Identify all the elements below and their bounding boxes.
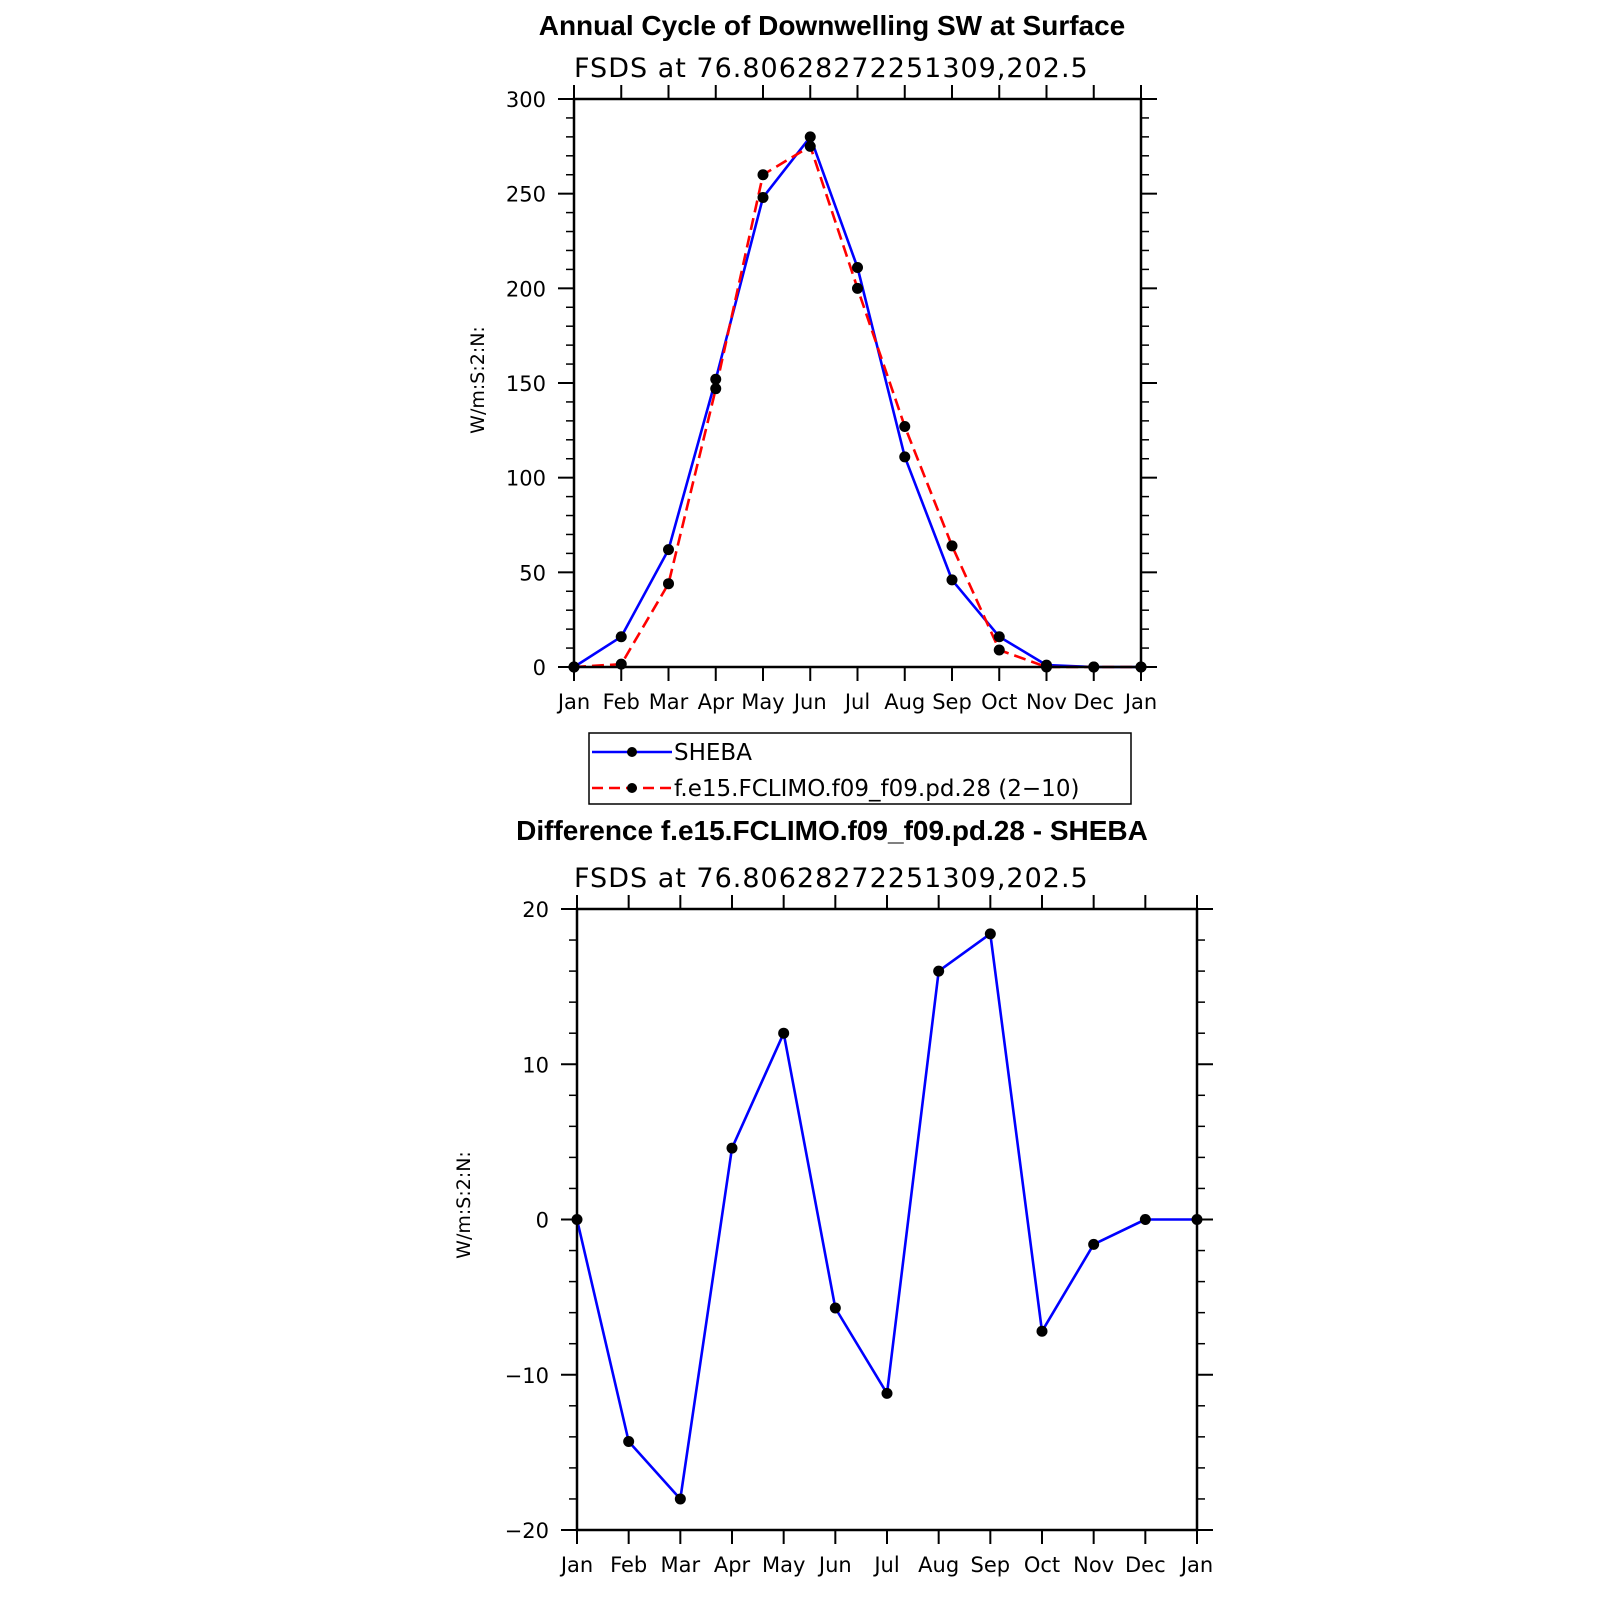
data-point xyxy=(946,540,958,552)
legend-label-sheba: SHEBA xyxy=(674,740,752,766)
y-tick-label: 0 xyxy=(533,656,546,680)
data-point xyxy=(1139,1214,1151,1225)
x-tick-label: Nov xyxy=(1026,690,1067,714)
plot-frame xyxy=(572,97,1143,669)
data-point xyxy=(1088,1238,1100,1250)
x-tick-label: Feb xyxy=(610,1553,647,1577)
data-point xyxy=(623,1436,635,1448)
data-point xyxy=(674,1493,686,1505)
x-tick-label: Sep xyxy=(971,1553,1011,1577)
x-tick-label: Apr xyxy=(714,1553,751,1577)
y-tick-label: 100 xyxy=(506,467,546,491)
chart-title: Annual Cycle of Downwelling SW at Surfac… xyxy=(539,10,1126,41)
y-tick-label: 200 xyxy=(506,277,546,301)
x-tick-label: Mar xyxy=(649,690,689,714)
x-tick-label: Nov xyxy=(1073,1553,1114,1577)
chart-title: Difference f.e15.FCLIMO.f09_f09.pd.28 - … xyxy=(516,815,1148,846)
y-axis-label: W/m:S:2:N: xyxy=(453,1151,475,1259)
x-tick-label: Sep xyxy=(932,690,972,714)
axis-ticks xyxy=(558,85,1157,681)
y-axis-label: W/m:S:2:N: xyxy=(467,326,489,434)
x-tick-label: Oct xyxy=(981,690,1017,714)
series-layer xyxy=(571,928,1203,1505)
data-point xyxy=(899,451,911,463)
legend-label-model: f.e15.FCLIMO.f09_f09.pd.28 (2−10) xyxy=(674,776,1079,802)
x-tick-labels: Jan Feb Mar Apr May Jun Jul Aug Sep Oct Nov Dec Jan xyxy=(556,690,1157,714)
x-tick-label: Oct xyxy=(1024,1553,1060,1577)
y-tick-label: −20 xyxy=(505,1519,549,1543)
data-point xyxy=(852,262,863,274)
data-point xyxy=(757,191,769,203)
y-tick-label: 50 xyxy=(519,561,546,585)
legend-box xyxy=(588,732,1132,805)
data-point xyxy=(984,928,996,940)
x-tick-label: Dec xyxy=(1125,1553,1166,1577)
series-line-0 xyxy=(575,932,1197,1501)
x-tick-label: Mar xyxy=(661,1553,701,1577)
y-tick-label: −10 xyxy=(505,1364,549,1388)
annual-cycle-panel: Annual Cycle of Downwelling SW at Surfac… xyxy=(467,10,1157,805)
axis-ticks xyxy=(561,895,1213,1544)
data-point xyxy=(1036,1325,1048,1337)
y-tick-label: 150 xyxy=(506,372,546,396)
data-point xyxy=(933,965,945,977)
data-point xyxy=(778,1027,790,1039)
x-tick-label: Aug xyxy=(884,690,925,714)
data-point xyxy=(852,282,863,294)
chart-subtitle: FSDS at 76.80628272251309,202.5 xyxy=(574,53,1089,84)
y-tick-label: 250 xyxy=(506,183,546,207)
x-tick-label: Jun xyxy=(792,690,827,714)
series-layer xyxy=(568,131,1147,673)
data-point xyxy=(881,1387,893,1399)
y-tick-labels: −20 −10 0 10 20 xyxy=(505,898,549,1543)
legend-marker-model xyxy=(627,783,637,793)
y-tick-label: 20 xyxy=(522,898,549,922)
series-line-1 xyxy=(573,145,1141,669)
difference-panel: Difference f.e15.FCLIMO.f09_f09.pd.28 - … xyxy=(453,815,1213,1577)
y-tick-label: 300 xyxy=(506,88,546,112)
data-point xyxy=(946,574,958,586)
x-tick-labels: Jan Feb Mar Apr May Jun Jul Aug Sep Oct Nov Dec Jan xyxy=(559,1553,1213,1577)
data-point xyxy=(804,131,816,143)
data-point xyxy=(663,578,674,590)
y-tick-label: 0 xyxy=(536,1209,549,1233)
data-point xyxy=(710,383,722,395)
x-tick-label: Jan xyxy=(1179,1553,1213,1577)
x-tick-label: Jan xyxy=(556,690,590,714)
x-tick-label: Apr xyxy=(698,690,735,714)
data-point xyxy=(899,421,911,433)
data-point xyxy=(710,373,722,385)
chart-subtitle: FSDS at 76.80628272251309,202.5 xyxy=(574,863,1089,894)
data-point xyxy=(615,631,627,643)
data-point xyxy=(829,1302,841,1314)
data-point xyxy=(726,1142,738,1154)
x-tick-label: May xyxy=(741,690,784,714)
x-tick-label: Feb xyxy=(603,690,640,714)
legend-marker-sheba xyxy=(627,747,637,757)
data-point xyxy=(993,631,1005,643)
x-tick-label: Jan xyxy=(559,1553,593,1577)
y-tick-labels: 0 50 100 150 200 250 300 xyxy=(506,88,546,680)
x-tick-label: May xyxy=(762,1553,805,1577)
x-tick-label: Jan xyxy=(1123,690,1157,714)
data-point xyxy=(757,169,769,181)
y-tick-label: 10 xyxy=(522,1053,549,1077)
data-point xyxy=(804,140,816,152)
x-tick-label: Aug xyxy=(918,1553,959,1577)
data-point xyxy=(663,544,674,556)
x-tick-label: Dec xyxy=(1073,690,1114,714)
x-tick-label: Jul xyxy=(843,690,870,714)
x-tick-label: Jul xyxy=(872,1553,899,1577)
plot-frame xyxy=(575,907,1199,1532)
x-tick-label: Jun xyxy=(817,1553,852,1577)
series-line-0 xyxy=(573,135,1141,669)
data-point xyxy=(993,644,1005,656)
legend: SHEBA f.e15.FCLIMO.f09_f09.pd.28 (2−10) xyxy=(588,732,1132,805)
